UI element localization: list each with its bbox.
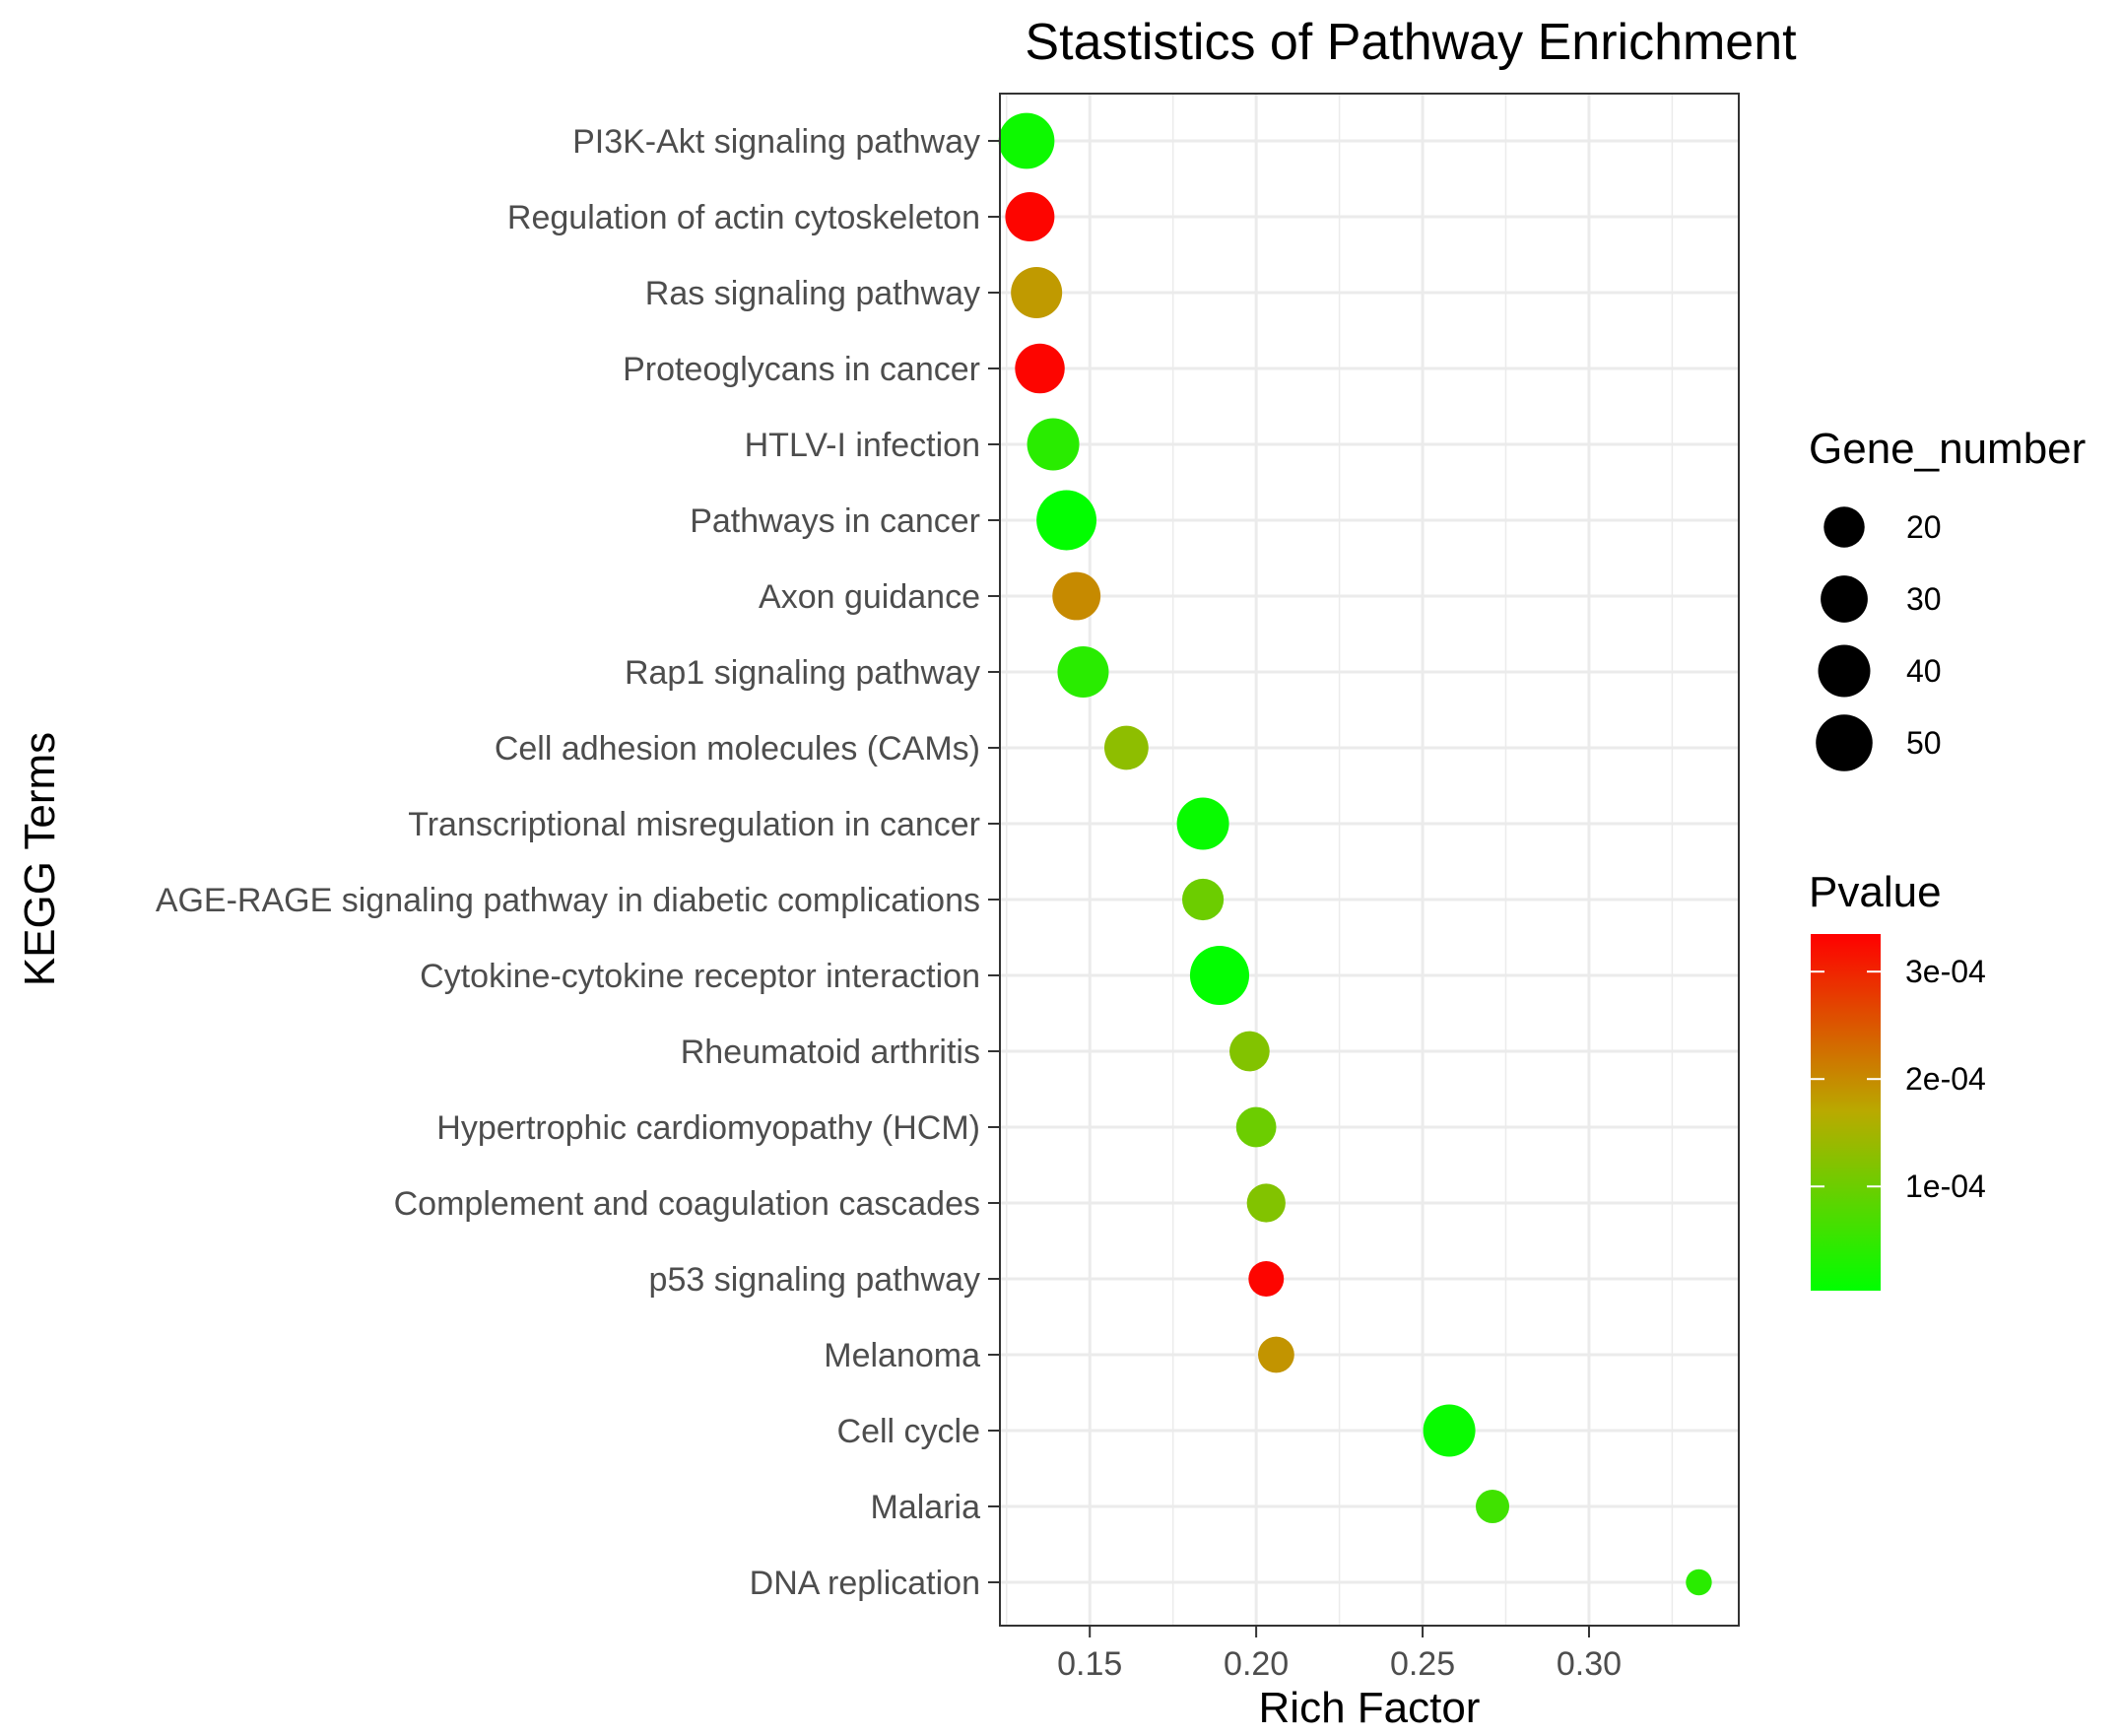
grid-lines: [1000, 94, 1739, 1626]
y-tick-label: p53 signaling pathway: [649, 1261, 980, 1299]
chart-title: Stastistics of Pathway Enrichment: [1025, 14, 1797, 71]
size-legend-key: [1816, 714, 1873, 771]
data-point: [1686, 1569, 1712, 1596]
data-point: [1011, 267, 1063, 318]
size-legend-label: 20: [1906, 509, 1942, 545]
x-tick-label: 0.25: [1390, 1645, 1455, 1683]
data-point: [1176, 797, 1229, 850]
y-tick-label: Proteoglycans in cancer: [623, 351, 980, 388]
y-tick-label: Complement and coagulation cascades: [394, 1185, 980, 1223]
y-tick-label: Cell adhesion molecules (CAMs): [495, 730, 980, 768]
x-tick-label: 0.20: [1224, 1645, 1289, 1683]
y-tick-label: Rap1 signaling pathway: [625, 654, 980, 692]
y-axis-ticks: [988, 140, 1000, 1583]
y-tick-label: Malaria: [871, 1489, 981, 1526]
colorbar-tick-label: 2e-04: [1905, 1061, 1986, 1097]
data-point: [1248, 1261, 1285, 1297]
colorbar-tick-label: 3e-04: [1905, 954, 1986, 989]
y-tick-label: Ras signaling pathway: [645, 275, 980, 312]
y-tick-label: Transcriptional misregulation in cancer: [408, 806, 980, 843]
data-point: [1182, 878, 1225, 921]
size-legend: Gene_number 20 30 40 50: [1809, 425, 2086, 771]
data-point: [1015, 343, 1065, 394]
y-tick-label: HTLV-I infection: [745, 427, 980, 464]
y-tick-label: Pathways in cancer: [690, 502, 980, 540]
size-legend-label: 50: [1906, 725, 1942, 761]
data-point: [1005, 192, 1055, 241]
y-tick-label: AGE-RAGE signaling pathway in diabetic c…: [156, 882, 980, 919]
y-axis-tick-labels: PI3K-Akt signaling pathway Regulation of …: [156, 123, 980, 1602]
y-axis-title: KEGG Terms: [16, 732, 64, 986]
size-legend-label: 40: [1906, 653, 1942, 689]
x-axis-tick-labels: 0.15 0.20 0.25 0.30: [1057, 1645, 1622, 1683]
data-point: [1057, 646, 1109, 698]
color-legend: Pvalue 1e-04 2e-04 3e-04: [1809, 868, 1986, 1291]
pvalue-colorbar: [1811, 934, 1881, 1291]
y-tick-label: Melanoma: [824, 1337, 980, 1374]
size-legend-title: Gene_number: [1809, 425, 2086, 473]
x-tick-label: 0.15: [1057, 1645, 1122, 1683]
x-tick-label: 0.30: [1557, 1645, 1622, 1683]
data-point: [1036, 490, 1097, 551]
y-tick-label: Regulation of actin cytoskeleton: [507, 199, 980, 236]
data-point: [1246, 1183, 1286, 1223]
data-point: [1052, 571, 1101, 621]
panel-border: [999, 93, 1740, 1627]
size-legend-key: [1818, 644, 1871, 698]
y-tick-label: Cytokine-cytokine receptor interaction: [420, 958, 980, 995]
data-point: [998, 112, 1055, 169]
data-point: [1229, 1031, 1270, 1072]
data-points: [998, 112, 1712, 1596]
y-tick-label: Hypertrophic cardiomyopathy (HCM): [436, 1109, 980, 1147]
y-tick-label: PI3K-Akt signaling pathway: [572, 123, 980, 161]
size-legend-key: [1821, 575, 1868, 623]
size-legend-key: [1824, 506, 1865, 548]
data-point: [1027, 418, 1080, 471]
y-tick-label: Cell cycle: [837, 1413, 980, 1450]
colorbar-ticks: 1e-04 2e-04 3e-04: [1811, 954, 1986, 1204]
y-tick-label: DNA replication: [750, 1565, 980, 1602]
size-legend-label: 30: [1906, 581, 1942, 617]
color-legend-title: Pvalue: [1809, 868, 1942, 916]
x-axis-title: Rich Factor: [1259, 1684, 1481, 1732]
data-point: [1235, 1106, 1277, 1148]
y-tick-label: Axon guidance: [759, 578, 980, 616]
colorbar-tick-label: 1e-04: [1905, 1168, 1986, 1204]
data-point: [1476, 1490, 1509, 1523]
data-point: [1258, 1336, 1294, 1373]
data-point: [1103, 725, 1149, 770]
x-axis-ticks: [1089, 1626, 1590, 1637]
y-tick-label: Rheumatoid arthritis: [681, 1034, 980, 1071]
data-point: [1189, 945, 1250, 1006]
data-point: [1423, 1404, 1476, 1457]
